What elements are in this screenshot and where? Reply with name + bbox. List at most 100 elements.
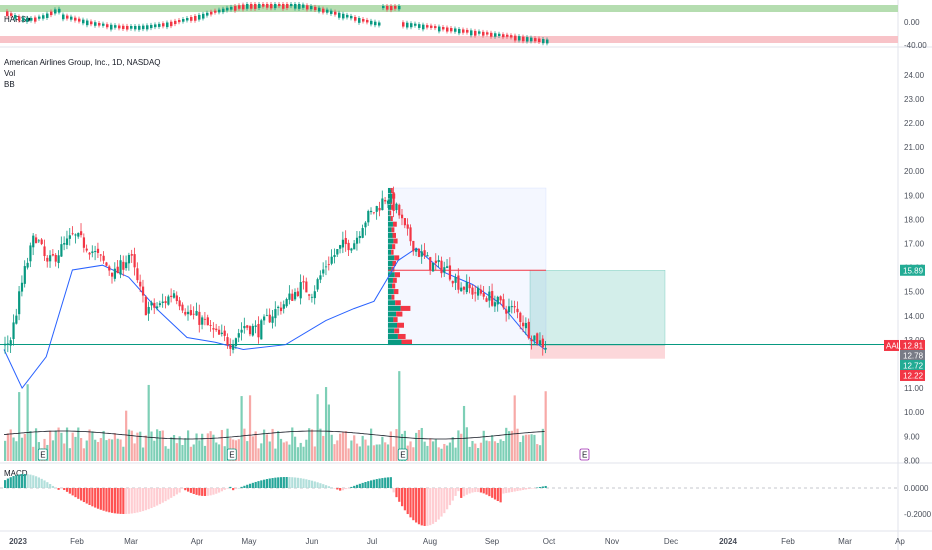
volume-bar [536, 444, 539, 461]
price-candle [488, 291, 491, 301]
macd-histogram-bar [6, 478, 10, 488]
macd-histogram-bar [536, 487, 539, 489]
price-candle [384, 200, 387, 202]
macd-histogram-bar [389, 477, 392, 488]
macd-histogram-bar [364, 482, 367, 488]
volume-bar [20, 437, 24, 461]
macd-histogram-bar [237, 487, 240, 489]
harsi-candle [334, 11, 337, 15]
volume-profile-up-bar [388, 322, 397, 328]
volume-bar [322, 435, 325, 461]
harsi-candle [370, 20, 373, 25]
harsi-candle [442, 27, 445, 30]
price-candle [37, 240, 40, 242]
volume-bar [77, 427, 80, 461]
volume-profile-down-bar [393, 317, 398, 323]
price-candle [212, 328, 215, 330]
harsi-candle [374, 21, 377, 26]
price-candle [254, 325, 257, 327]
volume-bar [99, 438, 102, 461]
harsi-candle [250, 4, 253, 9]
harsi-candle [194, 15, 197, 21]
price-candle [172, 293, 176, 298]
volume-bar [392, 446, 395, 461]
volume-bar [29, 431, 32, 461]
long-position-profit-zone [529, 270, 666, 346]
macd-histogram-bar [184, 488, 187, 491]
harsi-candle [522, 36, 525, 42]
volume-profile-up-bar [388, 238, 394, 244]
volume-bar [288, 444, 291, 461]
harsi-candle [142, 25, 145, 30]
volume-bar [91, 431, 94, 461]
volume-bar [127, 429, 131, 461]
time-tick-label: May [241, 537, 256, 546]
price-candle [482, 293, 485, 297]
price-candle [136, 268, 139, 281]
volume-bar [324, 387, 328, 461]
price-candle [406, 224, 409, 229]
volume-bar [54, 430, 57, 461]
macd-histogram-bar [178, 488, 181, 493]
harsi-candle [58, 8, 61, 13]
macd-histogram-bar [46, 482, 49, 488]
harsi-candle [158, 23, 161, 27]
harsi-candle [34, 17, 37, 22]
price-candle [94, 251, 97, 252]
harsi-candle [378, 22, 381, 26]
macd-histogram-bar [130, 488, 133, 514]
price-candle [198, 311, 201, 325]
macd-histogram-bar [544, 485, 547, 488]
time-tick-label: Jul [367, 537, 377, 546]
macd-histogram-bar [434, 488, 437, 522]
price-candle [536, 333, 539, 344]
macd-histogram-bar [541, 486, 544, 488]
volume-profile-up-bar [388, 266, 392, 272]
volume-bar [415, 432, 418, 461]
volume-profile-up-bar [388, 216, 391, 222]
harsi-candle [286, 4, 289, 9]
volume-bar [201, 433, 204, 461]
macd-histogram-bar [158, 488, 162, 505]
volume-profile-up-bar [388, 294, 392, 300]
price-candle [105, 262, 108, 266]
price-candle [288, 293, 291, 300]
macd-histogram-bar [71, 488, 74, 496]
volume-profile-up-bar [388, 283, 393, 289]
price-candle [485, 298, 488, 302]
price-candle [502, 299, 505, 308]
price-candle [468, 284, 471, 289]
harsi-candle [362, 18, 365, 22]
macd-histogram-bar [240, 486, 243, 488]
macd-histogram-bar [339, 488, 342, 491]
price-candle [541, 338, 544, 348]
volume-bar [88, 429, 91, 461]
price-candle [257, 323, 260, 338]
volume-profile-down-bar [396, 311, 403, 317]
harsi-candle [86, 20, 89, 26]
volume-bar [65, 427, 69, 461]
macd-histogram-bar [243, 485, 246, 488]
macd-histogram-bar [507, 488, 511, 493]
macd-histogram-bar [479, 488, 483, 493]
volume-bar [251, 436, 254, 461]
macd-histogram-bar [347, 488, 350, 489]
volume-profile-up-bar [388, 272, 395, 278]
macd-histogram-bar [327, 486, 330, 488]
volume-bar [513, 395, 516, 461]
volume-bar [181, 444, 184, 461]
macd-histogram-bar [198, 488, 201, 496]
macd-histogram-bar [465, 488, 468, 495]
price-candle [398, 204, 401, 216]
volume-bar [457, 430, 460, 461]
harsi-candle [542, 39, 545, 44]
macd-histogram-bar [127, 488, 131, 514]
macd-histogram-bar [77, 488, 80, 499]
price-candle [386, 200, 390, 204]
macd-histogram-bar [226, 488, 229, 489]
macd-histogram-bar [282, 477, 285, 488]
price-candle [454, 277, 457, 283]
price-candle [108, 266, 111, 271]
volume-bar [12, 437, 15, 461]
